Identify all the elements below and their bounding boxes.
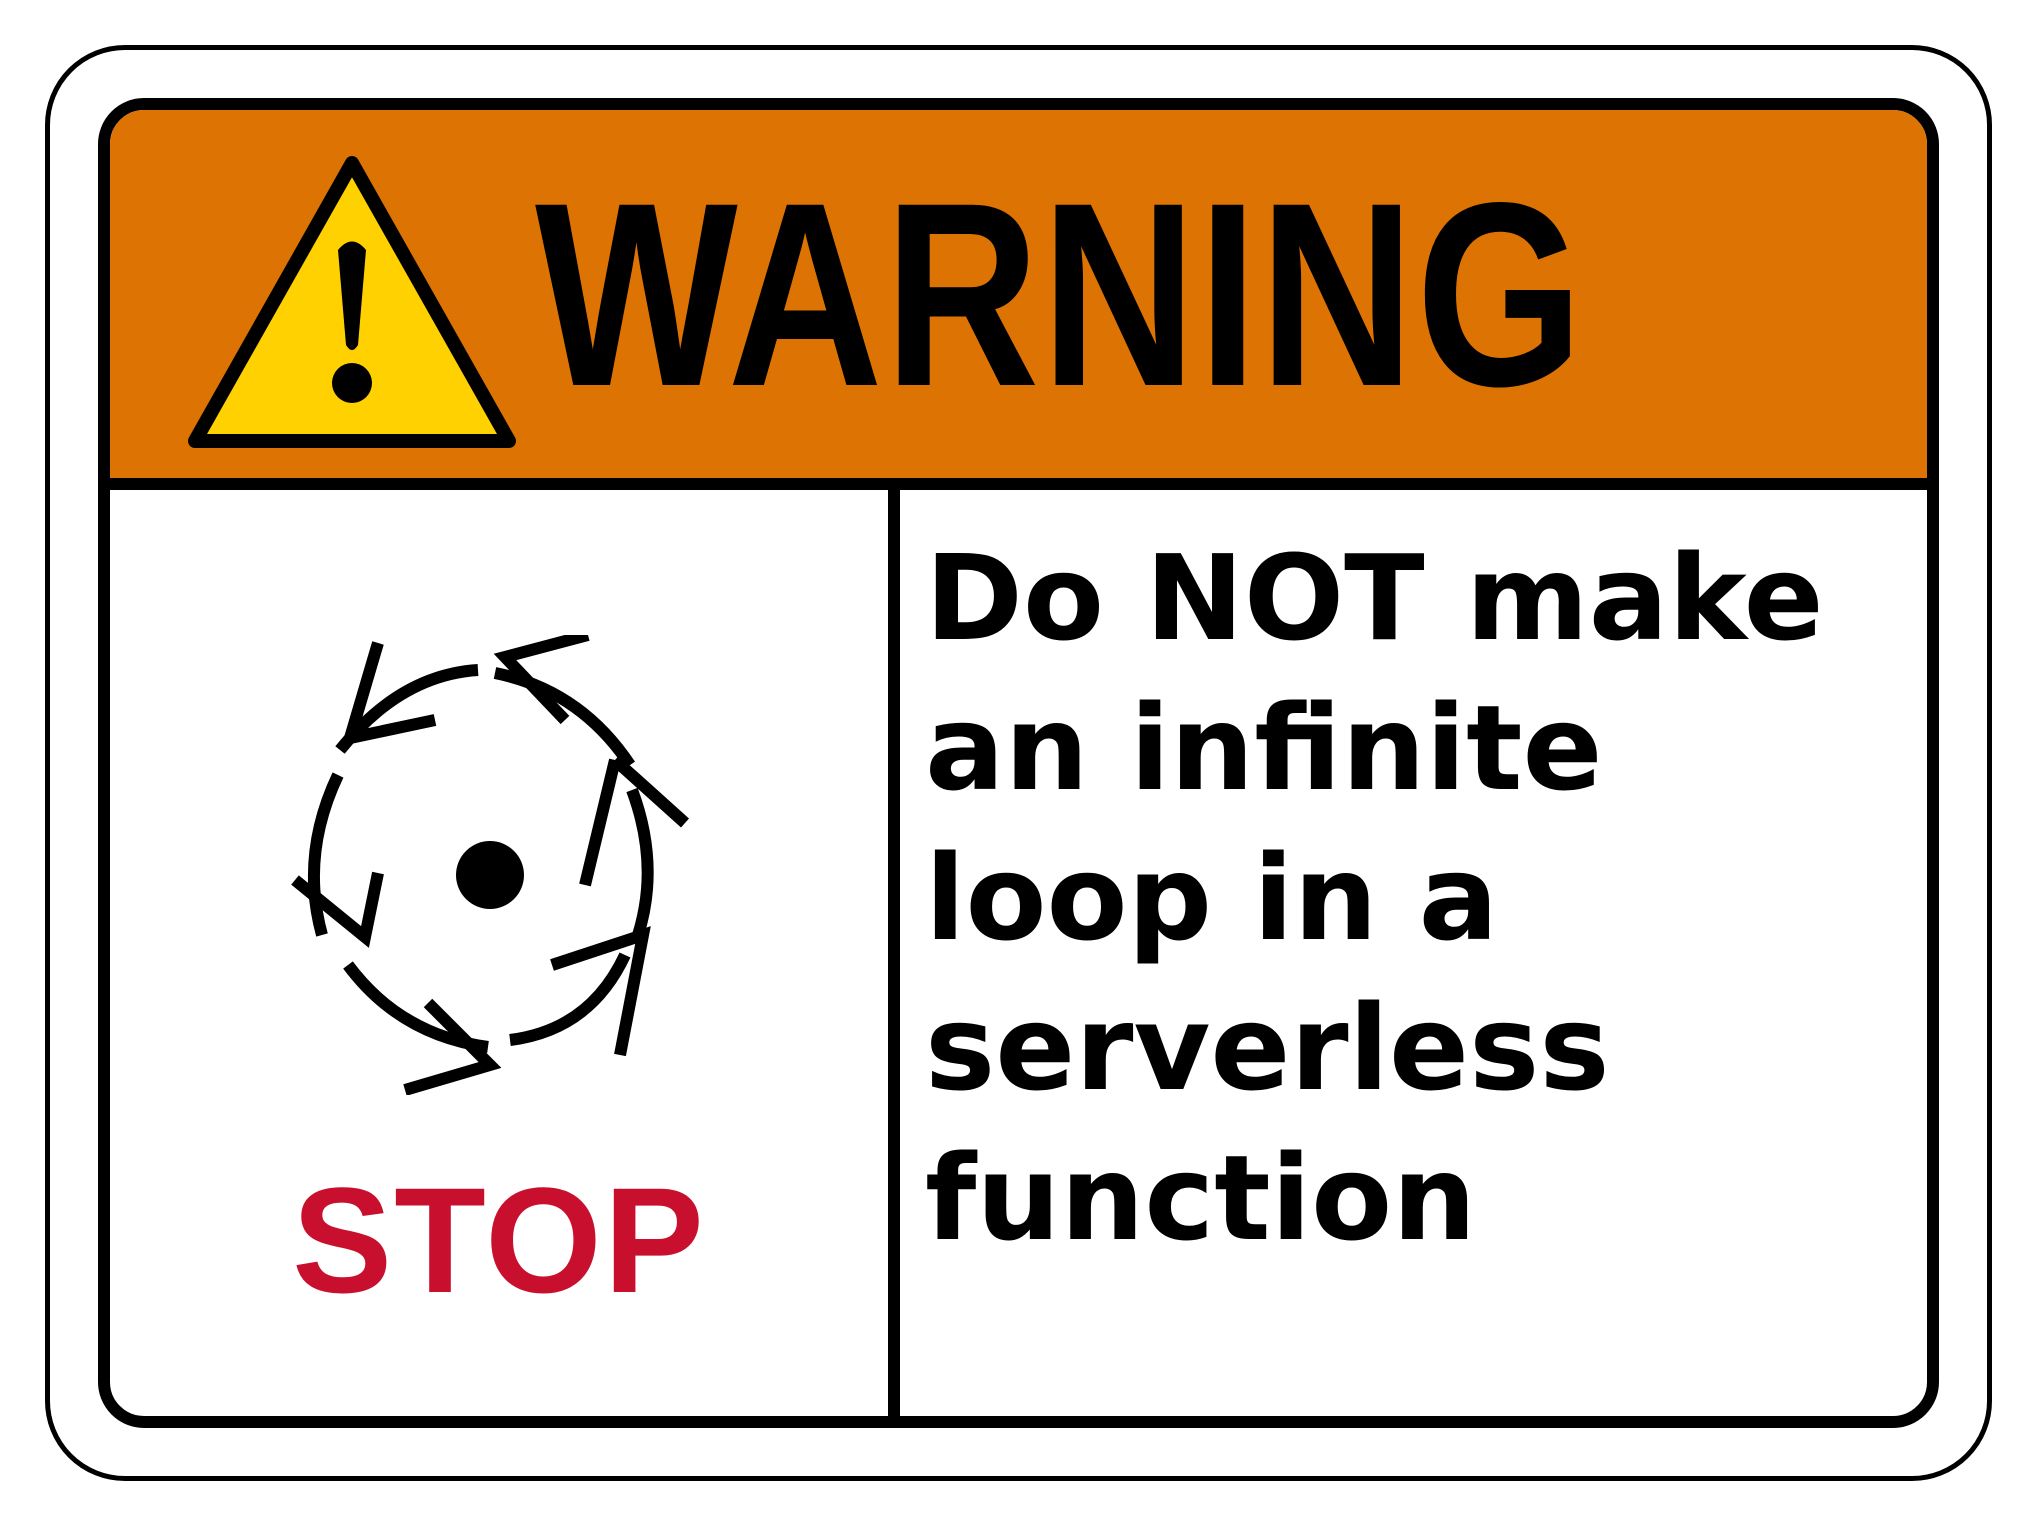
message-line: loop in a	[925, 829, 1499, 967]
message-panel: Do NOT make an infinite loop in a server…	[925, 523, 1927, 1403]
message-line: serverless	[925, 979, 1610, 1117]
message-line: Do NOT make	[925, 529, 1824, 667]
stop-label: STOP	[292, 1156, 706, 1324]
warning-title: WARNING	[535, 148, 1585, 441]
header-band: WARNING	[110, 110, 1927, 490]
warning-sign: WARNING	[98, 98, 1939, 1428]
message-line: an infinite	[925, 679, 1603, 817]
warning-triangle-icon	[188, 156, 516, 448]
message-line: function	[925, 1129, 1477, 1267]
circular-arrows-loop-icon	[291, 635, 690, 1095]
symbol-panel: STOP	[110, 490, 888, 1416]
panel-divider	[888, 478, 900, 1416]
